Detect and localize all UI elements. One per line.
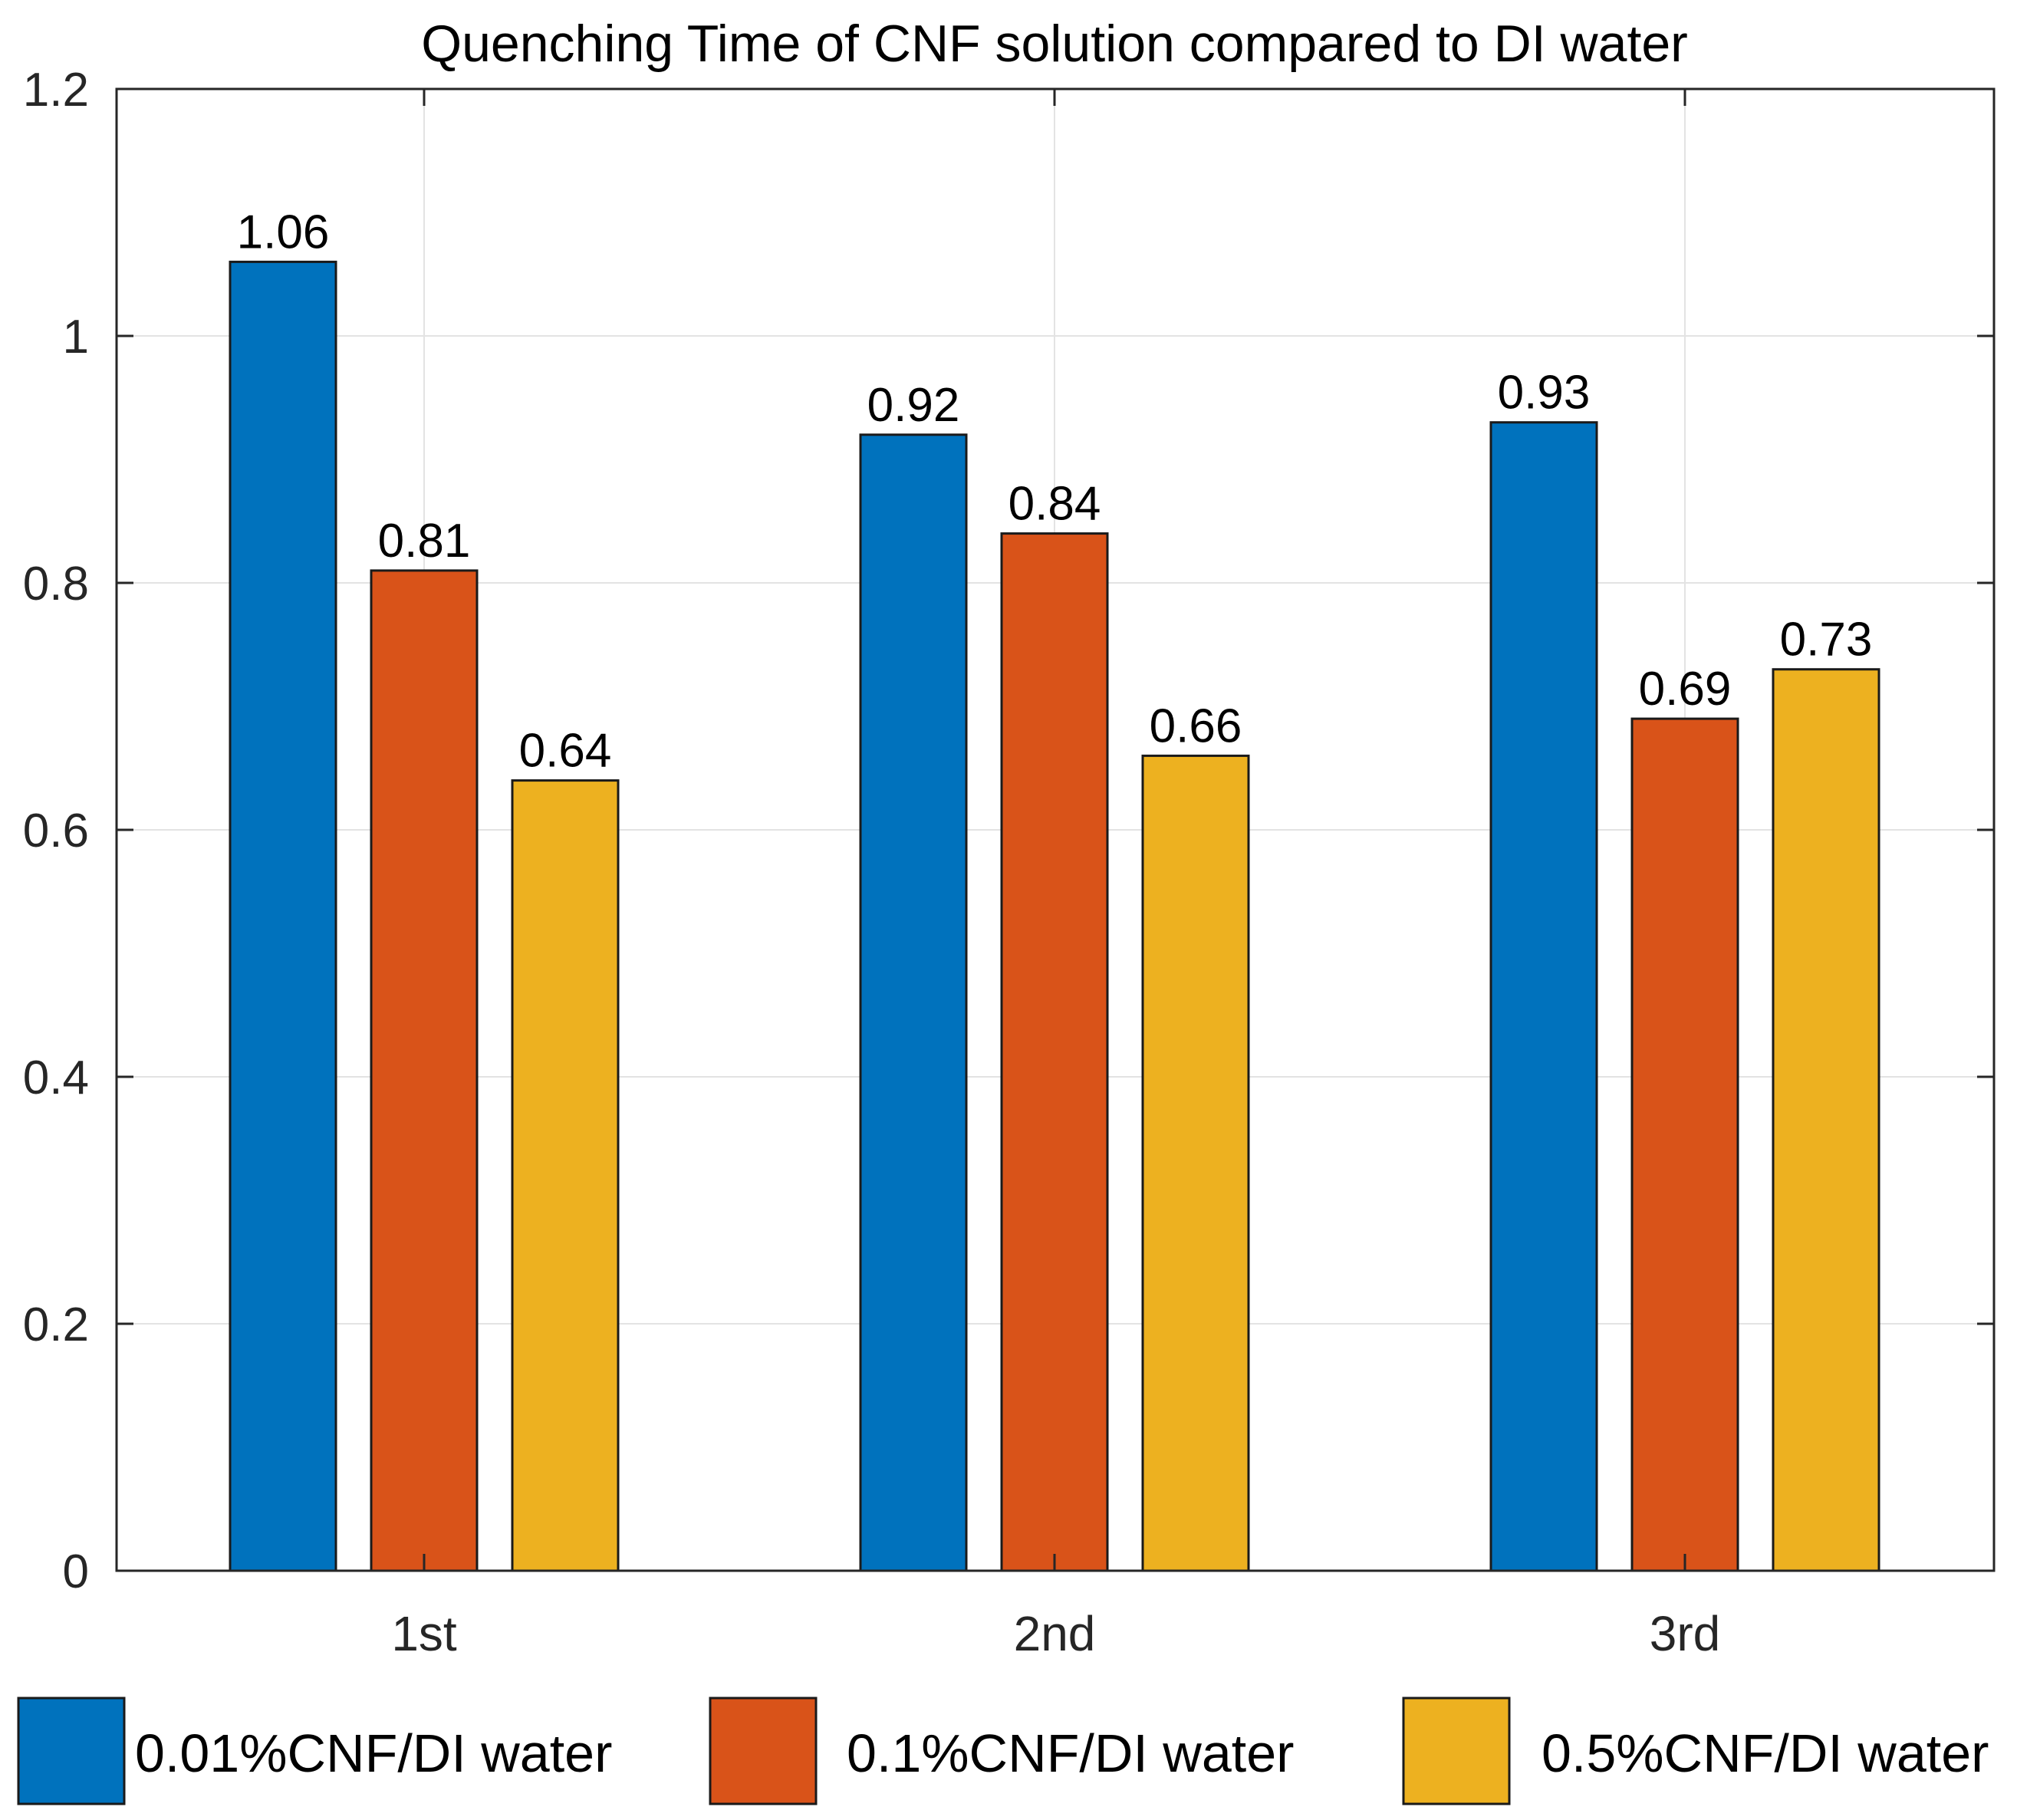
legend-label: 0.1%CNF/DI water (847, 1723, 1294, 1783)
y-tick-label: 0 (63, 1545, 89, 1598)
bars (229, 260, 1880, 1572)
bar-0-5-cnf-di-water-2nd (1141, 754, 1250, 1572)
legend-label: 0.5%CNF/DI water (1542, 1723, 1989, 1783)
data-label: 0.92 (867, 379, 960, 432)
data-labels: 1.06 0.92 0.93 0.81 0.84 0.69 0.64 0.66 0.73 (237, 206, 1873, 777)
data-label: 0.84 (1008, 478, 1101, 531)
x-tick-label: 2nd (1014, 1606, 1096, 1661)
data-label: 0.66 (1150, 699, 1242, 752)
bar-0-1-cnf-di-water-1st (370, 569, 479, 1572)
x-tick-label: 3rd (1650, 1606, 1721, 1661)
legend-swatch (1402, 1697, 1511, 1805)
data-label: 0.64 (519, 725, 612, 778)
bar-0-5-cnf-di-water-1st (511, 779, 620, 1572)
bar-0-01-cnf-di-water-3rd (1489, 421, 1598, 1572)
y-tick-label: 1.2 (23, 64, 89, 117)
bar-0-5-cnf-di-water-3rd (1772, 668, 1880, 1572)
x-tick-label: 1st (391, 1606, 457, 1661)
legend: 0.01%CNF/DI water 0.1%CNF/DI water 0.5%CNF… (17, 1697, 1989, 1805)
data-label: 0.81 (378, 515, 471, 568)
y-tick-label: 0.8 (23, 558, 89, 611)
y-tick-label: 0.6 (23, 805, 89, 857)
y-tick-label: 1 (63, 311, 89, 364)
bar-0-01-cnf-di-water-1st (229, 260, 337, 1572)
legend-label: 0.01%CNF/DI water (135, 1723, 612, 1783)
legend-swatch (17, 1697, 126, 1805)
data-label: 0.73 (1780, 614, 1873, 666)
data-label: 1.06 (237, 206, 330, 258)
bar-0-1-cnf-di-water-3rd (1630, 717, 1739, 1572)
chart-title: Quenching Time of CNF solution compared … (421, 15, 1688, 73)
y-tick-label: 0.2 (23, 1298, 89, 1351)
bar-0-01-cnf-di-water-2nd (859, 433, 968, 1572)
legend-swatch (709, 1697, 818, 1805)
y-tick-label: 0.4 (23, 1052, 89, 1104)
data-label: 0.93 (1498, 367, 1591, 420)
data-label: 0.69 (1639, 663, 1732, 716)
bar-0-1-cnf-di-water-2nd (1000, 532, 1109, 1572)
